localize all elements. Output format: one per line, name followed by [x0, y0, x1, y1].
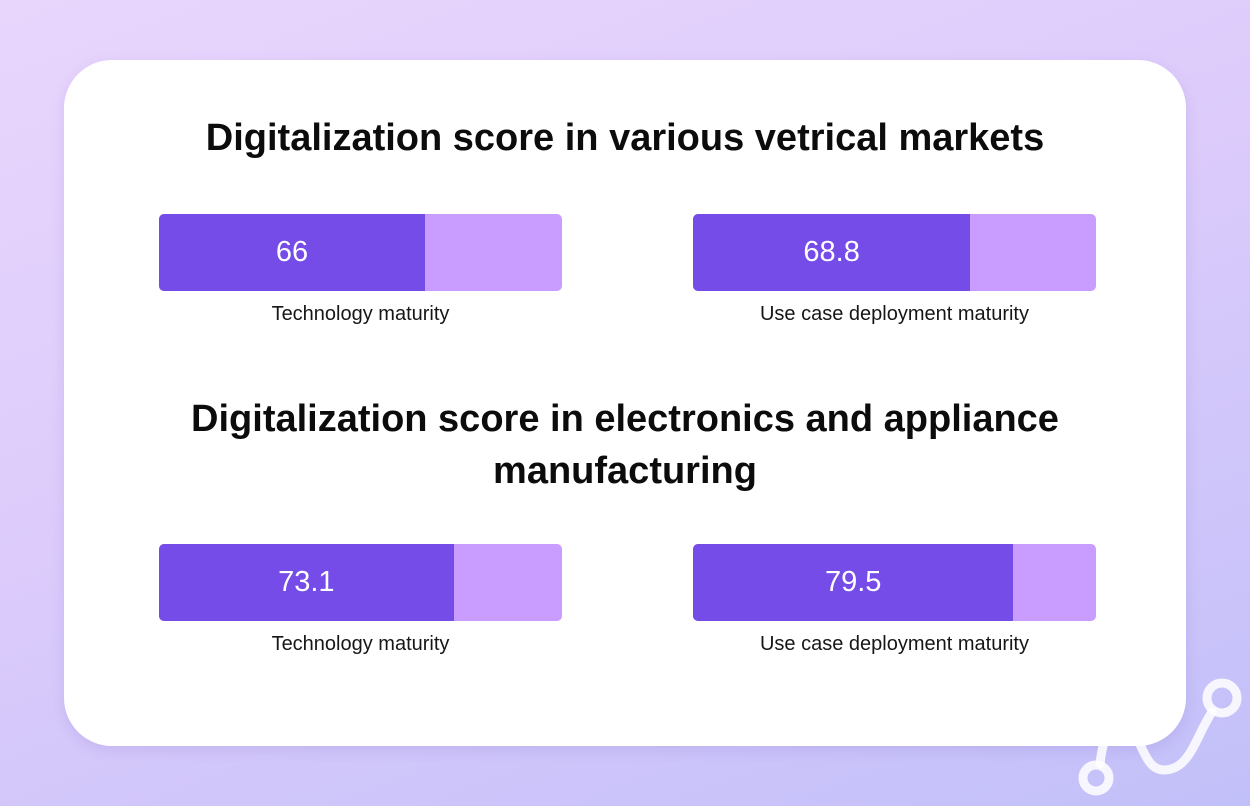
bar-fill — [693, 544, 1014, 621]
bar-value-label: 66 — [275, 236, 309, 268]
bar-category-label: Use case deployment maturity — [759, 303, 1029, 325]
metric-vertical-use-case: 68.8 Use case deployment maturity — [693, 214, 1096, 326]
bar-value-label: 73.1 — [278, 566, 335, 598]
bar-category-label: Technology maturity — [271, 303, 450, 325]
chart-card: Digitalization score in various vetrical… — [64, 60, 1186, 746]
bar-track: 79.5 — [693, 544, 1096, 621]
bar-fill — [159, 214, 425, 291]
section-title-electronics: Digitalization score in electronics and … — [191, 398, 1059, 492]
bar-track: 73.1 — [159, 544, 562, 621]
bar-track: 68.8 — [693, 214, 1096, 291]
bar-fill — [693, 214, 971, 291]
bar-value-label: 79.5 — [824, 566, 882, 598]
metric-vertical-technology: 66 Technology maturity — [159, 214, 562, 326]
section-title-vertical-markets: Digitalization score in various vetrical… — [205, 117, 1045, 159]
metric-electronics-technology: 73.1 Technology maturity — [159, 544, 562, 656]
bar-track: 66 — [159, 214, 562, 291]
bar-category-label: Technology maturity — [271, 633, 450, 655]
brand-logo-icon — [1078, 678, 1242, 796]
bar-category-label: Use case deployment maturity — [759, 633, 1029, 655]
bar-fill — [159, 544, 454, 621]
metric-electronics-use-case: 79.5 Use case deployment maturity — [693, 544, 1096, 656]
bar-value-label: 68.8 — [803, 236, 860, 268]
